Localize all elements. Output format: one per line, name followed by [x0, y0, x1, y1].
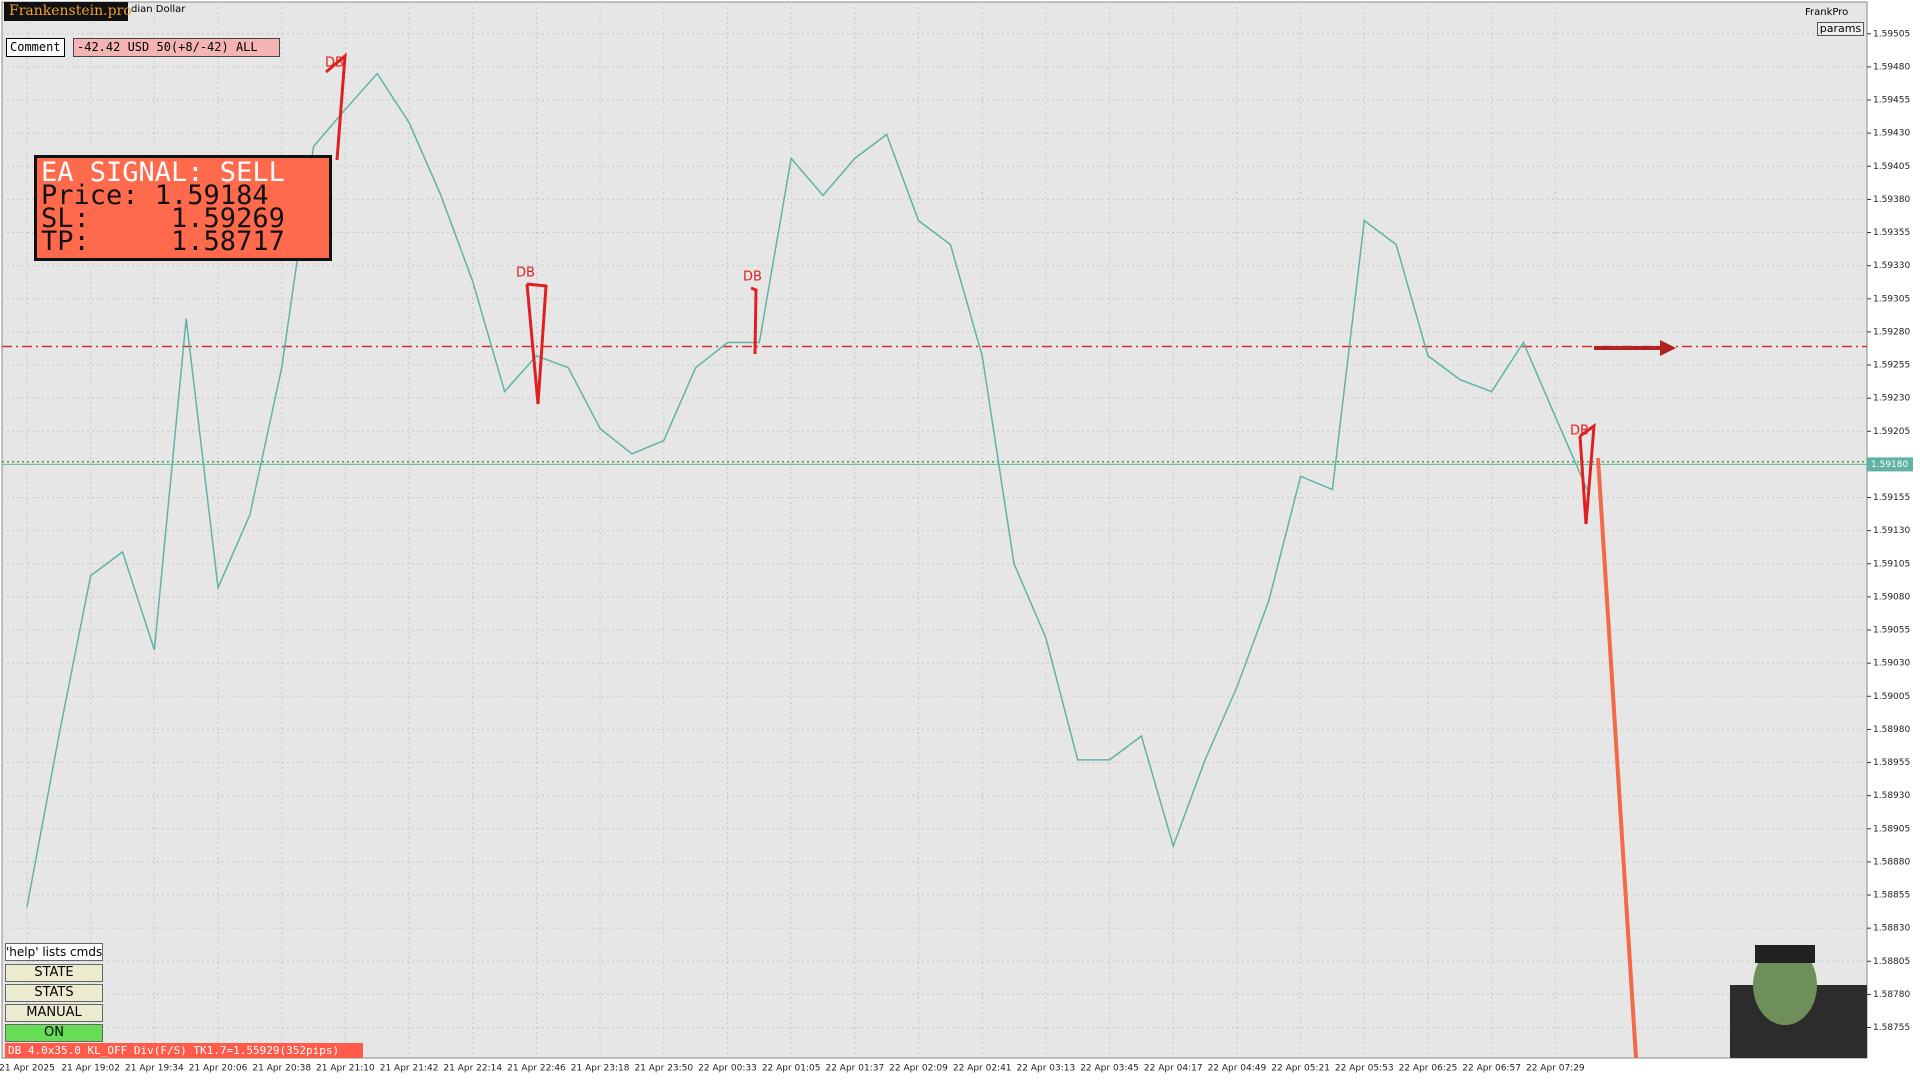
db-pattern [750, 286, 758, 355]
db-pattern [525, 282, 548, 405]
x-tick-label: 21 Apr 2025 [0, 1064, 55, 1074]
y-tick-label: 1.59055 [1873, 626, 1910, 636]
y-tick-label: 1.59305 [1873, 294, 1910, 304]
x-tick-label: 21 Apr 20:38 [252, 1064, 311, 1074]
y-tick-label: 1.59080 [1873, 592, 1910, 602]
y-tick-label: 1.58805 [1873, 957, 1910, 967]
params-button[interactable]: params [1817, 22, 1864, 36]
x-tick-label: 22 Apr 04:49 [1208, 1064, 1267, 1074]
y-tick-label: 1.59355 [1873, 228, 1910, 238]
y-tick-label: 1.59105 [1873, 559, 1910, 569]
symbol: dian Dollar [131, 4, 186, 15]
signal-tp: TP: 1.58717 [41, 226, 285, 257]
x-tick-label: 21 Apr 22:14 [443, 1064, 502, 1074]
db-label: DB [516, 266, 535, 281]
y-tick-label: 1.59280 [1873, 327, 1910, 337]
x-tick-label: 21 Apr 23:50 [634, 1064, 693, 1074]
x-tick-label: 22 Apr 00:33 [698, 1064, 757, 1074]
state-button[interactable]: STATE [5, 964, 103, 982]
y-tick-label: 1.59380 [1873, 195, 1910, 205]
db-pattern [325, 52, 347, 161]
x-tick-label: 21 Apr 21:42 [380, 1064, 439, 1074]
on-button[interactable]: ON [5, 1024, 103, 1042]
signal-sl: SL: 1.59269 [41, 203, 285, 234]
price-line [26, 72, 1588, 908]
db-label: DB [1570, 424, 1589, 439]
x-tick-label: 21 Apr 23:18 [571, 1064, 630, 1074]
y-tick-label: 1.59330 [1873, 261, 1910, 271]
y-tick-label: 1.58780 [1873, 990, 1910, 1000]
pnl: -42.42 USD 50(+8/-42) ALL [73, 38, 280, 57]
x-tick-label: 22 Apr 06:25 [1399, 1064, 1458, 1074]
arrow-head [1660, 340, 1676, 356]
signal-price: Price: 1.59184 [41, 180, 269, 211]
db-label: DB [743, 270, 762, 285]
signal-box: EA SIGNAL: SELL Price: 1.59184 SL: 1.59269… [34, 155, 332, 261]
y-tick-label: 1.59155 [1873, 493, 1910, 503]
x-tick-label: 22 Apr 06:57 [1462, 1064, 1521, 1074]
status-bar: DB 4.0x35.0 KL_OFF Div(F/S) TK1.7=1.5592… [5, 1043, 363, 1058]
x-tick-label: 22 Apr 02:09 [889, 1064, 948, 1074]
y-tick-label: 1.58830 [1873, 924, 1910, 934]
y-tick-label: 1.59230 [1873, 394, 1910, 404]
y-tick-label: 1.59005 [1873, 692, 1910, 702]
y-tick-label: 1.58755 [1873, 1023, 1910, 1033]
db-label: DB [325, 56, 344, 71]
y-tick-label: 1.59430 [1873, 129, 1910, 139]
current-price-box [1867, 457, 1913, 472]
x-tick-label: 21 Apr 19:02 [61, 1064, 120, 1074]
manual-button[interactable]: MANUAL [5, 1004, 103, 1022]
y-tick-label: 1.59255 [1873, 361, 1910, 371]
y-tick-label: 1.58930 [1873, 791, 1910, 801]
y-tick-label: 1.59030 [1873, 659, 1910, 669]
x-tick-label: 22 Apr 04:17 [1144, 1064, 1203, 1074]
db-pattern [1578, 422, 1596, 525]
y-tick-label: 1.59480 [1873, 62, 1910, 72]
signal-title: EA SIGNAL: SELL [41, 157, 285, 188]
help-hint: 'help' lists cmds [5, 943, 103, 961]
x-tick-label: 22 Apr 03:13 [1017, 1064, 1076, 1074]
y-tick-label: 1.59130 [1873, 526, 1910, 536]
comment: Comment [6, 38, 65, 57]
x-tick-label: 21 Apr 20:06 [189, 1064, 248, 1074]
y-tick-label: 1.59405 [1873, 162, 1910, 172]
x-tick-label: 21 Apr 22:46 [507, 1064, 566, 1074]
y-tick-label: 1.58855 [1873, 891, 1910, 901]
y-tick-label: 1.59505 [1873, 29, 1910, 39]
forecast-line [1596, 457, 1638, 1059]
y-tick-label: 1.58980 [1873, 725, 1910, 735]
y-tick-label: 1.59205 [1873, 427, 1910, 437]
x-tick-label: 22 Apr 01:37 [825, 1064, 884, 1074]
x-tick-label: 22 Apr 05:53 [1335, 1064, 1394, 1074]
y-tick-label: 1.58905 [1873, 824, 1910, 834]
x-tick-label: 21 Apr 19:34 [125, 1064, 184, 1074]
y-tick-label: 1.59455 [1873, 96, 1910, 106]
y-tick-label: 1.58955 [1873, 758, 1910, 768]
mascot [1730, 945, 1867, 1058]
y-tick-label: 1.58880 [1873, 857, 1910, 867]
ea-name: FrankPro [1805, 7, 1849, 18]
x-tick-label: 22 Apr 07:29 [1526, 1064, 1585, 1074]
current-price-label: 1.59180 [1871, 460, 1908, 470]
x-tick-label: 21 Apr 21:10 [316, 1064, 375, 1074]
brand: Frankenstein.pro [4, 2, 132, 21]
x-tick-label: 22 Apr 03:45 [1080, 1064, 1139, 1074]
stats-button[interactable]: STATS [5, 984, 103, 1002]
x-tick-label: 22 Apr 02:41 [953, 1064, 1012, 1074]
x-tick-label: 22 Apr 05:21 [1271, 1064, 1330, 1074]
x-tick-label: 22 Apr 01:05 [762, 1064, 821, 1074]
